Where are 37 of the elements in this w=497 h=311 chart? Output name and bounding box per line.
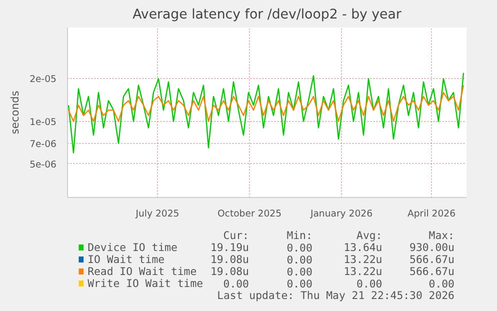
text: 566.67u	[410, 265, 454, 278]
line-series	[68, 84, 464, 122]
text: 0.00	[286, 254, 312, 266]
text: 0.00	[356, 278, 382, 290]
line-series	[68, 72, 464, 154]
text: 13.22u	[344, 253, 382, 266]
text: 19.08u	[210, 253, 249, 266]
text: 0.00	[428, 278, 454, 290]
legend-label: Read IO Wait time	[88, 265, 197, 278]
x-tick-label: July 2025	[134, 208, 180, 220]
y-tick-label: 1e-05	[30, 116, 57, 128]
text: 566.67u	[410, 253, 454, 266]
legend-label: Device IO time	[88, 241, 178, 254]
text: 19.19u	[210, 241, 249, 254]
chart-title: Average latency for /dev/loop2 - by year	[132, 8, 402, 22]
y-tick-label: 2e-05	[30, 74, 57, 86]
text: 0.00	[286, 266, 312, 278]
text: 19.08u	[210, 265, 249, 278]
x-tick-label: April 2026	[407, 208, 456, 220]
text: Avg:	[356, 229, 382, 242]
text: 0.00	[223, 278, 249, 290]
text: Max:	[428, 229, 454, 242]
text: Cur:	[223, 229, 249, 242]
text: 0.00	[286, 242, 312, 254]
y-tick-label: 5e-06	[30, 159, 57, 170]
text: 13.64u	[344, 241, 382, 254]
x-tick-label: January 2026	[309, 208, 373, 220]
y-axis-title: seconds	[8, 90, 22, 134]
legend-label: IO Wait time	[88, 253, 165, 266]
text: 13.22u	[344, 265, 382, 278]
legend-label: Write IO Wait time	[88, 277, 204, 290]
text: Last update: Thu May 21 22:45:30 2026	[217, 289, 454, 302]
text: 0.00	[286, 278, 312, 290]
y-tick-label: 7e-06	[30, 138, 57, 150]
text: Min:	[286, 229, 312, 242]
x-tick-label: October 2025	[217, 208, 282, 220]
text: 930.00u	[410, 241, 454, 254]
